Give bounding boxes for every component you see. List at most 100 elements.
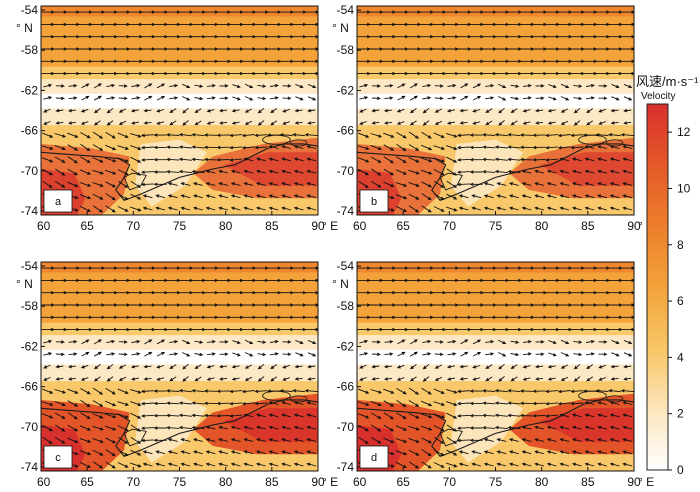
wind-arrow (459, 121, 468, 125)
lon-tick-label: 85 (265, 219, 279, 233)
wind-arrow (169, 96, 179, 100)
wind-arrow (268, 462, 279, 467)
wind-arrow (456, 401, 471, 406)
wind-arrow (169, 340, 179, 344)
wind-arrow (358, 413, 370, 419)
wind-arrow (458, 450, 469, 455)
wind-arrow (573, 363, 581, 370)
island-outline (289, 139, 308, 147)
wind-arrow (482, 133, 496, 137)
wind-arrow (522, 96, 532, 100)
wind-arrow (293, 182, 304, 186)
wind-arrow (586, 120, 594, 126)
wind-arrow (281, 462, 292, 467)
wind-arrow (446, 462, 458, 468)
wind-vectors (41, 10, 318, 213)
wind-arrow (621, 327, 634, 332)
wind-arrow (156, 365, 165, 369)
wind-arrow (598, 84, 608, 88)
wind-arrow (510, 108, 518, 113)
wind-arrow (460, 95, 469, 101)
wind-arrow (292, 389, 306, 393)
wind-arrow (206, 365, 215, 369)
wind-arrow (281, 145, 292, 149)
wind-arrow (571, 169, 582, 174)
wind-arrow (153, 438, 167, 443)
wind-arrow (205, 450, 216, 455)
wind-arrow (182, 376, 189, 382)
wind-arrow (241, 133, 255, 138)
wind-arrow (55, 352, 65, 357)
wind-arrow (471, 194, 482, 199)
lon-tick-label: 75 (489, 475, 503, 489)
wind-arrow (43, 108, 51, 113)
wind-arrow (433, 413, 445, 419)
panel-label: d (371, 452, 377, 464)
wind-arrow (307, 121, 316, 125)
wind-arrow (521, 194, 532, 199)
wind-arrow (206, 352, 216, 356)
wind-arrow (282, 377, 290, 381)
ice-shelf-outline (123, 172, 147, 191)
wind-arrow (166, 426, 180, 430)
wind-arrow (229, 414, 243, 418)
wind-arrow (609, 438, 620, 442)
wind-arrow (294, 377, 303, 381)
wind-arrow (206, 121, 215, 125)
wind-arrow (194, 340, 204, 344)
wind-arrow (396, 143, 407, 152)
wind-arrow (384, 84, 394, 88)
wind-arrow (117, 145, 130, 150)
wind-arrow (93, 120, 101, 126)
wind-arrow (611, 352, 620, 357)
wind-arrow (140, 438, 155, 443)
wind-arrow (446, 145, 458, 150)
wind-arrow (545, 146, 559, 150)
wind-arrow (244, 364, 253, 369)
wind-arrow (229, 133, 243, 138)
wind-arrow (521, 450, 532, 455)
wind-arrow (256, 450, 266, 455)
wind-arrow (519, 401, 534, 405)
wind-arrow (571, 425, 582, 430)
wind-arrow (93, 339, 102, 345)
wind-arrow (206, 96, 216, 100)
wind-arrow (546, 462, 557, 467)
lat-unit-label: ° N (16, 21, 33, 35)
wind-arrow (534, 169, 545, 174)
lat-tick-label: -62 (21, 83, 39, 97)
wind-arrow (532, 158, 546, 162)
wind-arrow (307, 377, 316, 381)
wind-arrow (472, 121, 481, 125)
wind-arrow (421, 205, 432, 213)
wind-arrow (229, 389, 243, 394)
wind-arrow (560, 108, 569, 113)
high-speed-core-east (223, 152, 318, 186)
wind-arrow (80, 399, 91, 408)
wind-arrow (434, 436, 445, 444)
wind-arrow (191, 401, 205, 405)
wind-arrow (105, 461, 116, 469)
wind-arrow (93, 83, 102, 89)
wind-arrow (384, 340, 394, 344)
wind-arrow (307, 96, 317, 101)
wind-arrow (469, 133, 483, 137)
colorbar-tick-label: 10 (677, 181, 691, 195)
wind-arrow (621, 59, 634, 64)
wind-arrow (559, 182, 570, 186)
wind-arrow (293, 401, 304, 405)
wind-arrow (216, 133, 230, 137)
wind-arrow (55, 84, 65, 88)
wind-arrow (622, 182, 633, 186)
wind-arrow (532, 389, 546, 393)
wind-arrow (395, 205, 407, 212)
wind-arrow (546, 450, 557, 455)
wind-arrow (206, 377, 215, 381)
lat-tick-label: -66 (337, 380, 355, 394)
wind-arrow (268, 413, 279, 418)
wind-arrow (293, 462, 304, 467)
wind-arrow (292, 133, 306, 137)
wind-arrow (584, 401, 595, 405)
wind-arrow (295, 83, 304, 89)
wind-arrow (169, 108, 177, 113)
